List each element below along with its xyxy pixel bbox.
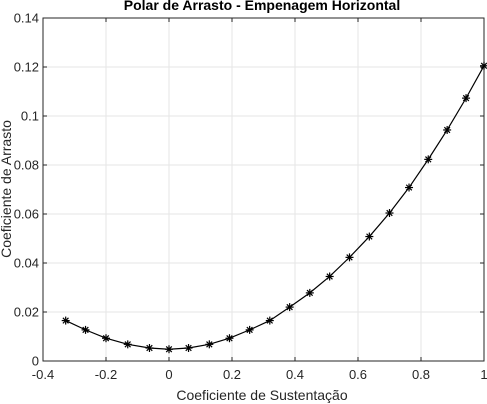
data-point-marker <box>61 316 70 325</box>
data-point-marker <box>325 272 334 281</box>
data-point-marker <box>205 340 214 349</box>
chart-title: Polar de Arrasto - Empenagem Horizontal <box>124 0 400 13</box>
x-tick-label: 0.6 <box>349 367 367 382</box>
x-tick-label: -0.2 <box>95 367 117 382</box>
series-layer <box>65 65 485 350</box>
x-tick-label: 0.8 <box>412 367 430 382</box>
data-point-marker <box>123 340 132 349</box>
markers-layer <box>61 61 487 354</box>
y-tick-label: 0.08 <box>14 158 39 173</box>
data-point-marker <box>424 155 433 164</box>
grid-layer <box>42 17 485 362</box>
x-axis-label: Coeficiente de Sustentação <box>176 387 347 403</box>
data-point-marker <box>305 288 314 297</box>
x-tick-label: -0.4 <box>32 367 54 382</box>
plot-frame <box>42 17 485 362</box>
data-point-marker <box>245 325 254 334</box>
x-tick-label: 1 <box>480 367 487 382</box>
data-point-marker <box>225 334 234 343</box>
data-point-marker <box>265 316 274 325</box>
y-tick-label: 0.14 <box>14 11 39 26</box>
data-point-marker <box>81 325 90 334</box>
series-line <box>65 65 485 350</box>
data-point-marker <box>443 125 452 134</box>
y-tick-label: 0.1 <box>21 109 39 124</box>
data-point-marker <box>102 334 110 343</box>
axes-layer <box>42 17 485 362</box>
data-point-marker <box>385 209 394 218</box>
data-point-marker <box>480 61 487 70</box>
y-tick-label: 0.12 <box>14 60 39 75</box>
data-point-marker <box>184 344 193 353</box>
data-point-marker <box>462 94 471 103</box>
y-tick-label: 0.06 <box>14 207 39 222</box>
y-axis-label: Coeficiente de Arrasto <box>0 120 14 258</box>
data-point-marker <box>365 232 374 241</box>
data-point-marker <box>405 183 414 192</box>
y-tick-label: 0.04 <box>14 256 39 271</box>
x-tick-label: 0 <box>165 367 172 382</box>
tick-labels: -0.4 -0.2 0 0.2 0.4 0.6 0.8 1 0 0.02 0.04 0.06 0.08 0… <box>14 11 487 383</box>
x-tick-label: 0.2 <box>223 367 241 382</box>
data-point-marker <box>165 345 173 354</box>
y-tick-label: 0.02 <box>14 305 39 320</box>
y-tick-label: 0 <box>32 354 39 369</box>
x-tick-label: 0.4 <box>286 367 304 382</box>
data-point-marker <box>145 344 154 353</box>
data-point-marker <box>345 253 354 262</box>
data-point-marker <box>285 303 294 312</box>
